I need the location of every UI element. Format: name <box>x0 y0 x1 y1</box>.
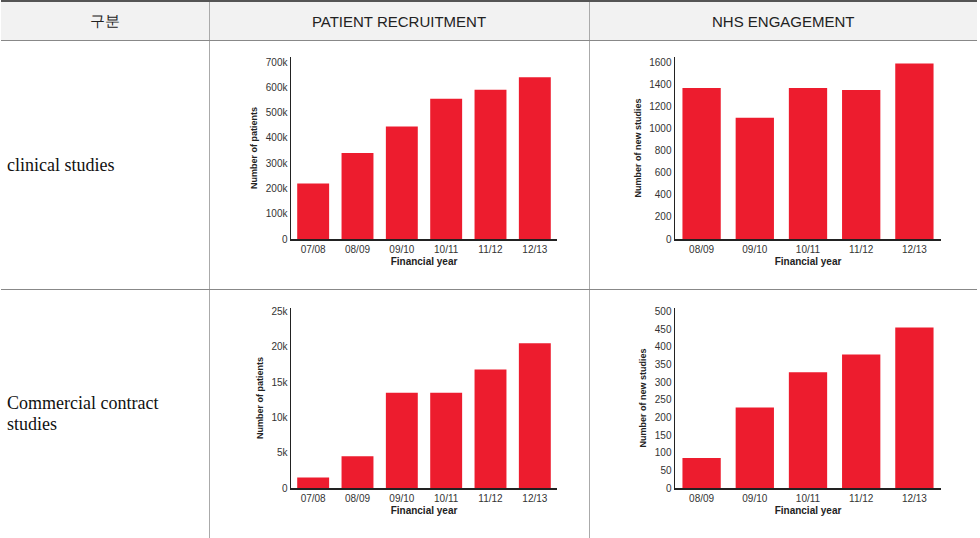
svg-text:25k: 25k <box>271 306 288 317</box>
svg-text:08/09: 08/09 <box>345 244 370 255</box>
svg-text:11/12: 11/12 <box>478 244 503 255</box>
svg-text:200k: 200k <box>266 183 289 194</box>
svg-text:600: 600 <box>655 167 672 178</box>
svg-text:12/13: 12/13 <box>522 493 547 504</box>
svg-text:Number of patients: Number of patients <box>255 357 265 439</box>
svg-text:07/08: 07/08 <box>301 493 326 504</box>
svg-text:400: 400 <box>655 341 672 352</box>
svg-text:100k: 100k <box>266 208 289 219</box>
svg-text:09/10: 09/10 <box>389 244 414 255</box>
svg-text:Financial year: Financial year <box>391 256 458 267</box>
svg-text:09/10: 09/10 <box>743 244 768 255</box>
svg-text:10k: 10k <box>271 412 288 423</box>
svg-text:09/10: 09/10 <box>743 493 768 504</box>
svg-text:10/11: 10/11 <box>796 493 821 504</box>
svg-text:Number of patients: Number of patients <box>249 107 259 189</box>
svg-text:1000: 1000 <box>650 123 673 134</box>
svg-text:Number of new studies: Number of new studies <box>639 348 649 447</box>
svg-text:12/13: 12/13 <box>522 244 547 255</box>
svg-text:11/12: 11/12 <box>849 244 874 255</box>
svg-text:500: 500 <box>655 306 672 317</box>
html-text:NHS ENGAGEMENT: NHS ENGAGEMENT <box>712 12 855 30</box>
svg-text:Financial year: Financial year <box>391 505 458 516</box>
svg-text:Number of new studies: Number of new studies <box>633 98 643 197</box>
svg-text:50: 50 <box>661 465 673 476</box>
svg-text:12/13: 12/13 <box>902 244 927 255</box>
svg-text:10/11: 10/11 <box>434 244 459 255</box>
svg-text:300: 300 <box>655 377 672 388</box>
svg-text:250: 250 <box>655 394 672 405</box>
svg-text:Financial year: Financial year <box>775 256 842 267</box>
svg-text:10/11: 10/11 <box>434 493 459 504</box>
svg-text:0: 0 <box>282 483 288 494</box>
html-text:PATIENT RECRUITMENT: PATIENT RECRUITMENT <box>311 12 487 30</box>
svg-text:400: 400 <box>655 189 672 200</box>
svg-text:700k: 700k <box>266 57 289 68</box>
svg-text:08/09: 08/09 <box>345 493 370 504</box>
svg-text:800: 800 <box>655 145 672 156</box>
svg-text:Financial year: Financial year <box>775 505 842 516</box>
svg-text:0: 0 <box>282 234 288 245</box>
svg-text:450: 450 <box>655 324 672 335</box>
svg-text:500k: 500k <box>266 107 289 118</box>
svg-text:11/12: 11/12 <box>478 493 503 504</box>
svg-text:20k: 20k <box>271 341 288 352</box>
html-text:구분: 구분 <box>89 11 120 29</box>
svg-text:100: 100 <box>655 447 672 458</box>
svg-text:15k: 15k <box>271 377 288 388</box>
svg-text:300k: 300k <box>266 158 289 169</box>
svg-text:1200: 1200 <box>650 101 673 112</box>
svg-text:10/11: 10/11 <box>796 244 821 255</box>
svg-text:200: 200 <box>655 211 672 222</box>
svg-text:08/09: 08/09 <box>689 493 714 504</box>
svg-text:600k: 600k <box>266 82 289 93</box>
svg-text:09/10: 09/10 <box>389 493 414 504</box>
svg-text:200: 200 <box>655 412 672 423</box>
svg-text:0: 0 <box>666 234 672 245</box>
svg-text:1600: 1600 <box>650 57 673 68</box>
svg-text:400k: 400k <box>266 132 289 143</box>
html-text:clinical studies: clinical studies <box>7 154 115 175</box>
svg-text:150: 150 <box>655 430 672 441</box>
svg-text:07/08: 07/08 <box>301 244 326 255</box>
svg-text:11/12: 11/12 <box>849 493 874 504</box>
svg-text:350: 350 <box>655 359 672 370</box>
html-text:Commercial contract studies: Commercial contract studies <box>7 393 159 434</box>
svg-text:5k: 5k <box>277 447 289 458</box>
svg-text:08/09: 08/09 <box>689 244 714 255</box>
svg-text:1400: 1400 <box>650 79 673 90</box>
svg-text:0: 0 <box>666 483 672 494</box>
svg-text:12/13: 12/13 <box>902 493 927 504</box>
